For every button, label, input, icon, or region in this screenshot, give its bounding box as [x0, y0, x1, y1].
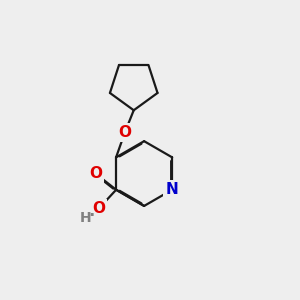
- Text: H: H: [80, 211, 91, 225]
- Text: O: O: [92, 201, 105, 216]
- Text: O: O: [118, 125, 131, 140]
- Text: O: O: [89, 166, 102, 181]
- Text: N: N: [166, 182, 178, 197]
- Text: ·: ·: [88, 207, 95, 225]
